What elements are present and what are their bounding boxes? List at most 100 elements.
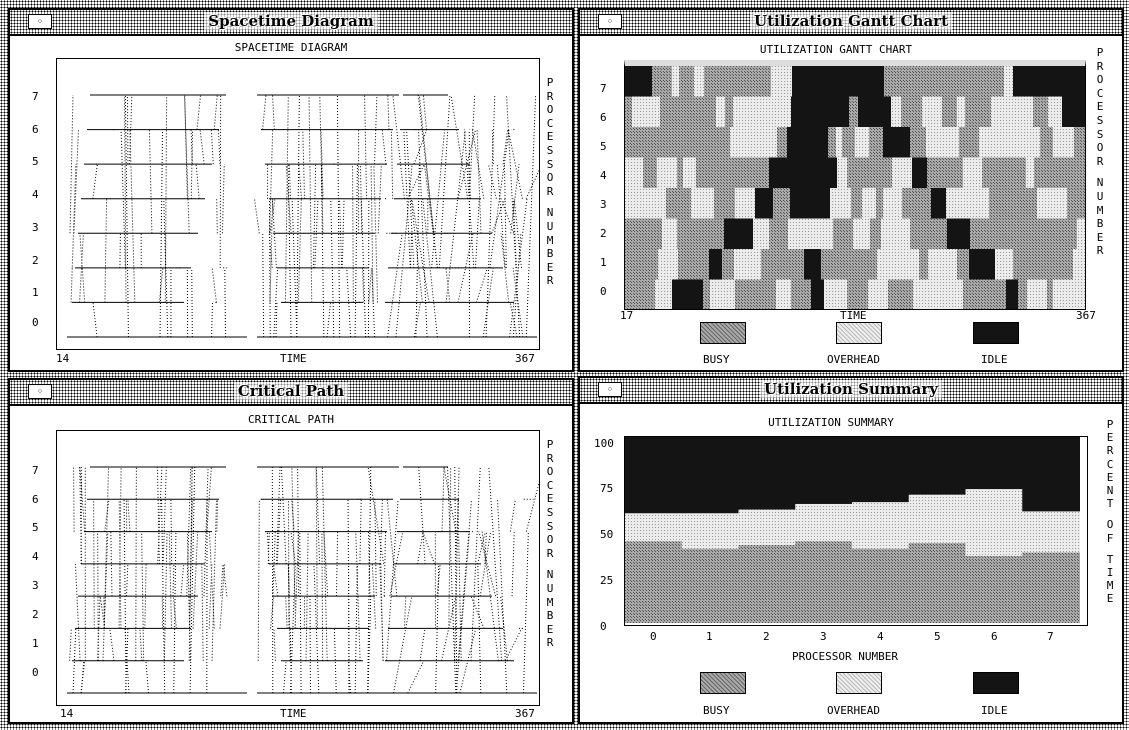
critical-path-window[interactable]: ◦ Critical Path CRITICAL PATH 7 6 5 4 3 … [8,378,574,724]
message-line [97,531,99,661]
summary-overhead-bar [681,513,740,549]
gantt-segment [870,218,881,250]
gantt-segment [862,157,881,189]
message-line [445,129,466,303]
message-line [267,531,270,564]
gantt-segment [709,218,724,250]
summary-overhead-bar [738,509,797,545]
message-line [157,466,163,564]
message-line [296,94,300,338]
spacetime-titlebar[interactable]: ◦ Spacetime Diagram [10,10,572,36]
summary-titlebar[interactable]: ◦ Utilization Summary [580,378,1122,404]
gantt-segment [625,218,638,250]
gantt-segment [625,249,641,280]
gantt-segment [976,188,989,219]
gantt-segment [638,218,647,250]
gantt-segment [733,66,749,97]
message-line [406,129,415,268]
message-line [135,466,137,661]
legend-idle-label: IDLE [981,353,1008,366]
y-tick: 2 [600,227,607,240]
gantt-segment [716,279,735,309]
gantt-segment [883,127,890,158]
critical-titlebar[interactable]: ◦ Critical Path [10,380,572,406]
gantt-segment [772,96,791,128]
y-tick: 2 [32,254,39,267]
message-line [272,563,279,597]
plot-title: UTILIZATION GANTT CHART [759,43,913,56]
gantt-segment [828,127,836,158]
message-line [339,198,343,268]
message-line [413,302,422,338]
gantt-segment [1035,218,1046,250]
gantt-segment [1067,188,1081,219]
message-line [470,466,481,661]
message-line [385,499,399,661]
message-line [463,129,475,268]
message-line [102,531,109,661]
gantt-window[interactable]: ◦ Utilization Gantt Chart UTILIZATION GA… [578,8,1124,372]
message-line [92,164,98,199]
gantt-segment [821,127,828,158]
gantt-segment [1024,96,1033,128]
gantt-segment [709,249,722,280]
gantt-segment [798,279,811,309]
message-line [413,129,428,165]
message-line [503,164,507,268]
message-line [383,531,387,597]
gantt-segment [946,188,958,219]
x-axis-label: TIME [280,707,307,720]
gantt-titlebar[interactable]: ◦ Utilization Gantt Chart [580,10,1122,36]
message-line [186,466,192,597]
gantt-segment [792,66,799,97]
close-box-icon[interactable]: ◦ [598,14,622,29]
message-line [468,164,472,199]
gantt-segment [926,127,946,158]
gantt-segment [1073,249,1085,280]
spacetime-window[interactable]: ◦ Spacetime Diagram SPACETIME DIAGRAM 7 … [8,8,574,372]
message-line [418,466,426,564]
y-tick: 6 [600,111,607,124]
gantt-segment [946,127,959,158]
message-line [354,164,358,338]
gantt-segment [735,279,741,309]
gantt-segment [931,188,938,219]
gantt-segment [717,127,730,158]
gantt-segment [1040,127,1053,158]
message-line [509,302,518,338]
message-line [297,198,302,303]
gantt-segment [847,157,862,189]
message-line [291,466,297,629]
message-line [512,198,517,268]
message-line [320,164,325,338]
gantt-segment [830,188,851,219]
gantt-segment [752,249,761,280]
y-tick: 3 [32,579,39,592]
legend-overhead-label: OVERHEAD [827,353,880,366]
close-box-icon[interactable]: ◦ [598,382,622,397]
y-tick: 4 [600,169,607,182]
message-line [188,466,193,661]
gantt-segment [1013,249,1028,280]
summary-window[interactable]: ◦ Utilization Summary UTILIZATION SUMMAR… [578,376,1124,724]
gantt-segment [638,66,652,97]
gantt-segment [814,127,821,158]
gantt-segment [927,279,942,309]
close-box-icon[interactable]: ◦ [28,384,52,399]
legend-busy-swatch [700,672,746,694]
gantt-segment [1067,157,1078,189]
close-box-icon[interactable]: ◦ [28,14,52,29]
message-line [459,628,477,694]
message-line [441,596,457,661]
message-line [168,531,173,629]
message-line [509,499,516,532]
message-line [367,466,385,564]
message-line [180,563,185,597]
gantt-segment [902,188,916,219]
gantt-segment [1076,66,1085,97]
y-tick: 1 [32,637,39,650]
gantt-segment [959,127,979,158]
message-line [407,660,425,694]
gantt-segment [820,157,837,189]
